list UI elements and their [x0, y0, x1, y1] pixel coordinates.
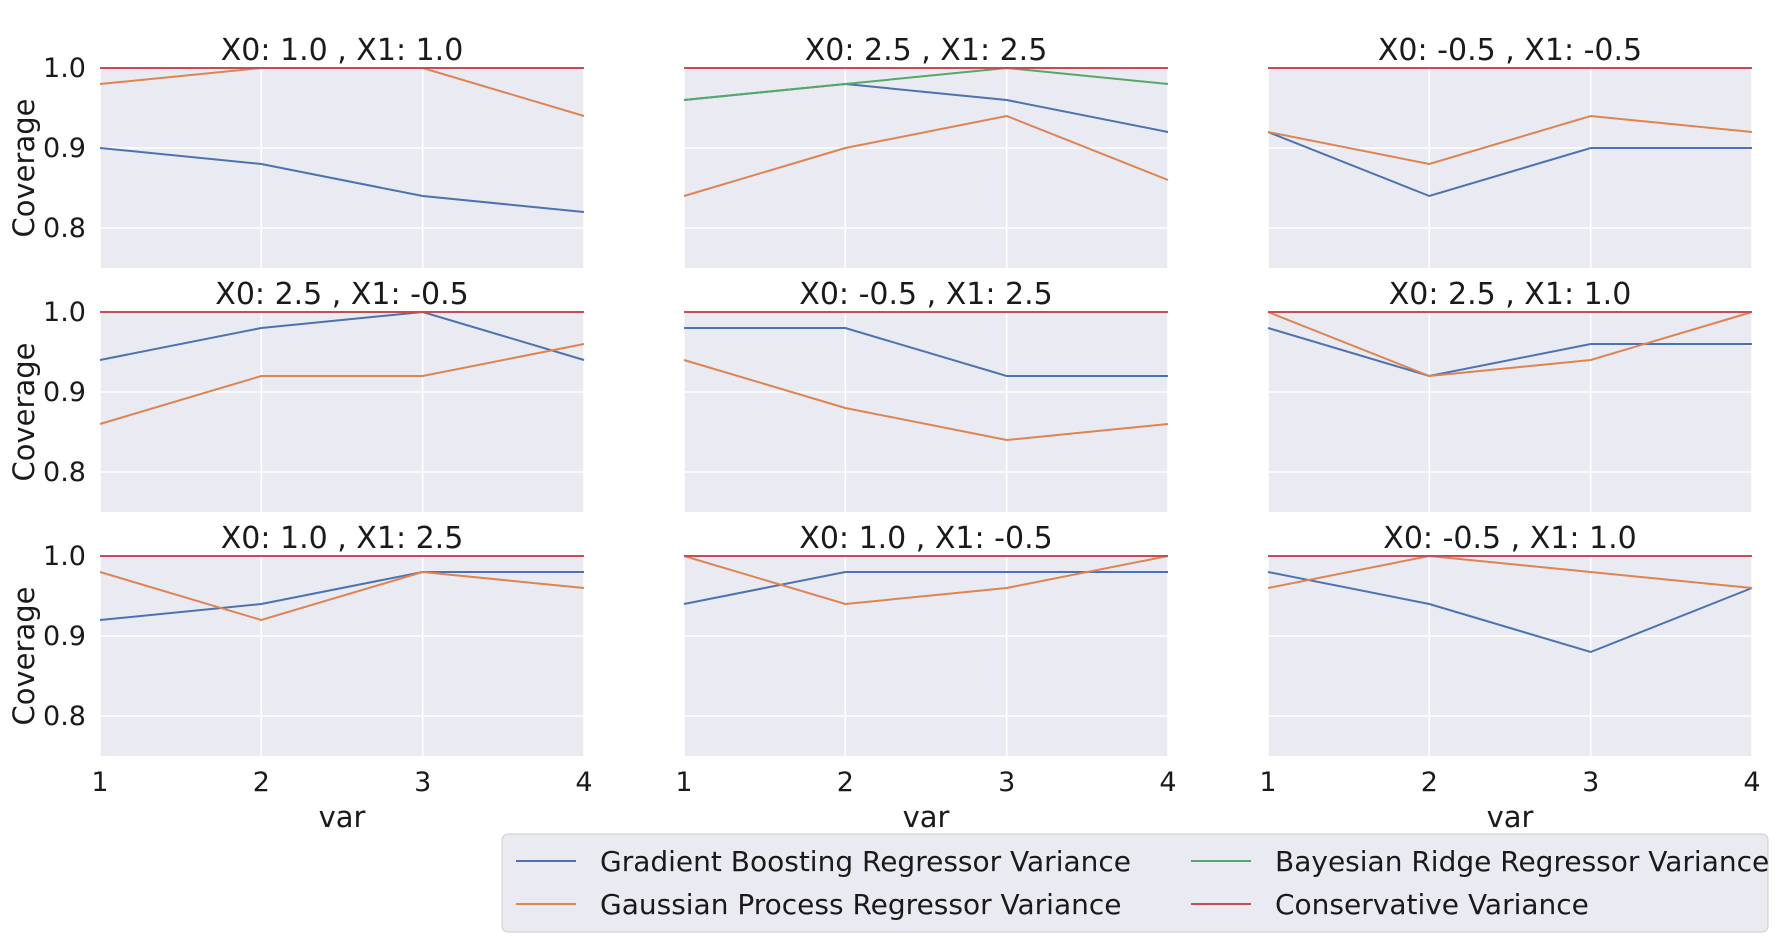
panel-background — [1268, 556, 1752, 756]
series-line-gaussian-process-regressor-variance — [683, 114, 1169, 197]
x-tick-label: 1 — [91, 767, 108, 798]
x-tick-label: 1 — [675, 767, 692, 798]
y-tick-label: 1.0 — [43, 53, 86, 84]
panel-background — [684, 312, 1168, 512]
y-tick-label: 0.9 — [43, 377, 86, 408]
panel-title: X0: 2.5 , X1: -0.5 — [215, 277, 468, 312]
x-tick-label: 1 — [1259, 767, 1276, 798]
x-tick-label: 4 — [575, 767, 592, 798]
x-tick-label: 4 — [1159, 767, 1176, 798]
legend-frame — [501, 833, 1769, 933]
legend-label: Conservative Variance — [1275, 888, 1589, 921]
series-line-gradient-boosting-regressor-variance — [684, 327, 1168, 377]
y-axis-label: Coverage — [7, 99, 41, 238]
panel-5: X0: -0.5 , X1: 2.5 — [683, 277, 1169, 512]
y-axis-label: Coverage — [7, 587, 41, 726]
legend-item-conservative-variance: Conservative Variance — [1191, 888, 1589, 921]
x-tick-label: 4 — [1743, 767, 1760, 798]
panel-title: X0: 2.5 , X1: 1.0 — [1389, 277, 1632, 312]
y-tick-label: 0.9 — [43, 621, 86, 652]
panel-background — [100, 312, 584, 512]
x-tick-label: 2 — [837, 767, 854, 798]
y-tick-label: 1.0 — [43, 541, 86, 572]
panel-background — [684, 68, 1168, 268]
series-line-gaussian-process-regressor-variance — [1267, 554, 1753, 589]
panel-title: X0: 1.0 , X1: 2.5 — [221, 521, 464, 556]
series-line-bayesian-ridge-regressor-variance — [683, 66, 1169, 101]
series-line-gaussian-process-regressor-variance — [683, 555, 1169, 606]
x-tick-label: 3 — [998, 767, 1015, 798]
panel-background — [684, 556, 1168, 756]
x-tick-label: 2 — [1421, 767, 1438, 798]
legend-label: Bayesian Ridge Regressor Variance — [1275, 845, 1769, 878]
series-line-gradient-boosting-regressor-variance — [1267, 131, 1752, 198]
series-line-gaussian-process-regressor-variance — [99, 570, 585, 622]
y-tick-label: 0.9 — [43, 133, 86, 164]
panel-background — [100, 68, 584, 268]
x-tick-label: 3 — [1582, 767, 1599, 798]
series-line-gradient-boosting-regressor-variance — [1267, 571, 1753, 654]
series-line-gradient-boosting-regressor-variance — [99, 147, 585, 213]
x-axis-label: var — [1487, 800, 1534, 834]
panel-background — [100, 556, 584, 756]
panel-title: X0: 1.0 , X1: 1.0 — [221, 33, 464, 68]
x-tick-label: 2 — [253, 767, 270, 798]
series-line-gaussian-process-regressor-variance — [1267, 311, 1753, 378]
x-axis-label: var — [903, 800, 950, 834]
y-axis-label: Coverage — [7, 343, 41, 482]
panel-title: X0: 2.5 , X1: 2.5 — [805, 33, 1048, 68]
series-line-gradient-boosting-regressor-variance — [1267, 327, 1752, 378]
series-line-gradient-boosting-regressor-variance — [99, 310, 585, 361]
y-tick-label: 0.8 — [43, 457, 86, 488]
panel-9: X0: -0.5 , X1: 1.0 1 2 3 4 var — [1259, 521, 1760, 834]
series-line-gaussian-process-regressor-variance — [683, 359, 1169, 442]
legend-label: Gaussian Process Regressor Variance — [600, 888, 1121, 921]
legend-item-bayesian-ridge-regressor-variance: Bayesian Ridge Regressor Variance — [1191, 845, 1769, 878]
y-tick-label: 0.8 — [43, 213, 86, 244]
panel-background — [1268, 68, 1752, 268]
x-axis-label: var — [319, 800, 366, 834]
y-tick-label: 0.8 — [43, 701, 86, 732]
series-line-gradient-boosting-regressor-variance — [99, 571, 584, 621]
panel-title: X0: -0.5 , X1: 2.5 — [799, 277, 1052, 312]
panel-8: X0: 1.0 , X1: -0.5 1 2 3 4 var — [675, 521, 1176, 834]
panel-title: X0: -0.5 , X1: -0.5 — [1378, 33, 1642, 68]
panel-title: X0: -0.5 , X1: 1.0 — [1383, 521, 1636, 556]
panel-background — [1268, 312, 1752, 512]
legend-item-gradient-boosting-regressor-variance: Gradient Boosting Regressor Variance — [516, 845, 1131, 878]
panel-2: X0: 2.5 , X1: 2.5 — [683, 33, 1169, 268]
legend-label: Gradient Boosting Regressor Variance — [600, 845, 1131, 878]
panel-title: X0: 1.0 , X1: -0.5 — [799, 521, 1052, 556]
panel-6: X0: 2.5 , X1: 1.0 — [1267, 277, 1753, 512]
x-tick-label: 3 — [414, 767, 431, 798]
series-line-gaussian-process-regressor-variance — [1267, 114, 1753, 166]
y-tick-label: 1.0 — [43, 297, 86, 328]
legend: Gradient Boosting Regressor Variance Gaus… — [501, 833, 1769, 933]
series-line-gaussian-process-regressor-variance — [99, 343, 585, 425]
legend-item-gaussian-process-regressor-variance: Gaussian Process Regressor Variance — [516, 888, 1121, 921]
panel-3: X0: -0.5 , X1: -0.5 — [1267, 33, 1753, 268]
